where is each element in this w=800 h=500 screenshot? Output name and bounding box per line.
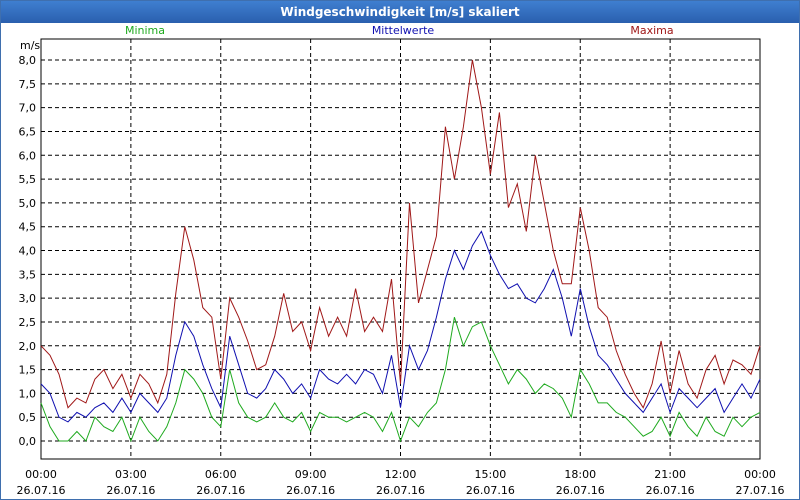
x-tick-date: 26.07.16: [556, 484, 605, 497]
y-tick-label: 5,0: [19, 197, 37, 210]
y-tick-label: 0,5: [19, 411, 37, 424]
window-title: Windgeschwindigkeit [m/s] skaliert: [1, 1, 799, 23]
y-axis-label: m/s: [20, 39, 40, 52]
x-tick-time: 03:00: [115, 468, 147, 481]
y-tick-label: 6,5: [19, 125, 37, 138]
y-tick-label: 8,0: [19, 54, 37, 67]
x-tick-date: 26.07.16: [106, 484, 155, 497]
legend-maxima: Maxima: [630, 24, 673, 37]
x-tick-date: 27.07.16: [736, 484, 785, 497]
x-tick-time: 00:00: [744, 468, 776, 481]
y-tick-label: 2,5: [19, 316, 37, 329]
series-line-mittelwerte: [40, 230, 761, 423]
x-tick-time: 21:00: [654, 468, 686, 481]
legend-mittelwerte: Mittelwerte: [372, 24, 435, 37]
x-tick-date: 26.07.16: [286, 484, 335, 497]
x-tick-time: 15:00: [475, 468, 507, 481]
y-tick-label: 3,5: [19, 268, 37, 281]
y-tick-label: 3,0: [19, 292, 37, 305]
x-tick-date: 26.07.16: [376, 484, 425, 497]
x-tick-date: 26.07.16: [646, 484, 695, 497]
y-tick-label: 7,0: [19, 102, 37, 115]
y-tick-label: 0,0: [19, 435, 37, 448]
axis-ticks: 0,0 0,5 1,0 1,5 2,0 2,5 3,0 3,5 4,0 4,5 5,0 5,5 6,0 6…: [17, 54, 785, 497]
y-tick-label: 6,0: [19, 149, 37, 162]
series-layer: [40, 59, 761, 443]
x-tick-date: 26.07.16: [196, 484, 245, 497]
y-tick-label: 5,5: [19, 173, 37, 186]
legend-minima: Minima: [125, 24, 165, 37]
y-tick-label: 4,0: [19, 245, 37, 258]
x-tick-time: 06:00: [205, 468, 237, 481]
series-line-minima: [40, 317, 761, 443]
x-tick-date: 26.07.16: [17, 484, 66, 497]
x-tick-date: 26.07.16: [466, 484, 515, 497]
x-tick-time: 18:00: [564, 468, 596, 481]
series-line-maxima: [40, 59, 761, 409]
y-tick-label: 1,0: [19, 387, 37, 400]
y-tick-label: 2,0: [19, 340, 37, 353]
y-tick-label: 4,5: [19, 221, 37, 234]
x-tick-time: 00:00: [25, 468, 57, 481]
x-tick-time: 09:00: [295, 468, 327, 481]
y-tick-label: 7,5: [19, 78, 37, 91]
y-tick-label: 1,5: [19, 364, 37, 377]
x-tick-time: 12:00: [385, 468, 417, 481]
grid: [41, 39, 760, 459]
